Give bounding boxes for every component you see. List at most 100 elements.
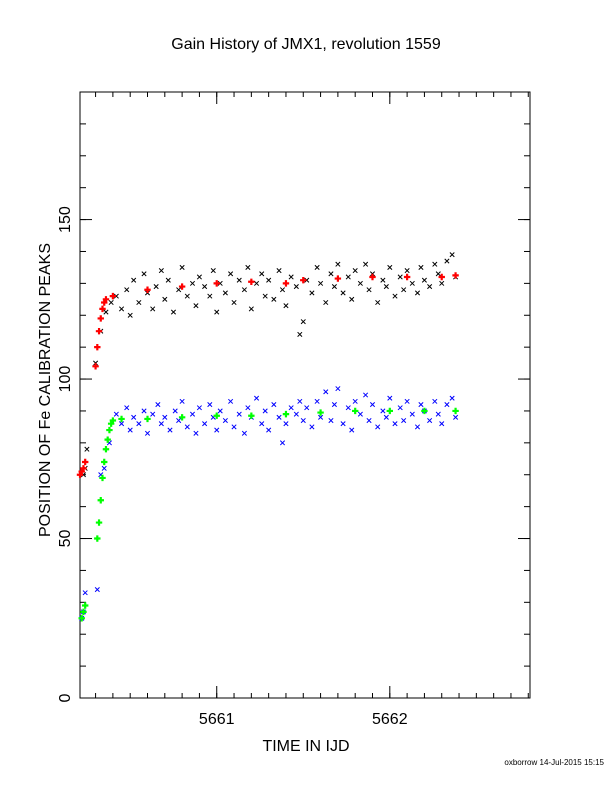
data-point-upper-raw xyxy=(153,284,159,290)
data-point-upper-raw xyxy=(276,268,282,274)
data-point-upper-raw xyxy=(241,287,247,293)
data-point-lower-raw xyxy=(228,398,234,404)
data-point-lower-raw xyxy=(439,421,445,427)
x-tick-label: 5661 xyxy=(199,711,235,728)
data-point-upper-fit xyxy=(97,315,104,322)
data-point-upper-raw xyxy=(228,271,234,277)
data-point-upper-raw xyxy=(366,287,372,293)
data-point-lower-raw xyxy=(444,402,450,408)
data-point-upper-raw xyxy=(444,258,450,264)
data-point-upper-raw xyxy=(124,287,130,293)
data-point-lower-fit xyxy=(97,497,104,504)
data-point-upper-raw xyxy=(414,290,421,296)
data-point-lower-raw xyxy=(300,417,306,424)
data-point-upper-raw xyxy=(288,274,294,280)
data-point-upper-raw xyxy=(380,277,386,283)
data-point-lower-raw xyxy=(383,414,389,420)
data-point-upper-raw xyxy=(141,271,147,277)
data-point-upper-raw xyxy=(392,293,398,299)
data-point-upper-raw xyxy=(357,280,363,286)
data-point-upper-fit xyxy=(248,278,255,285)
data-point-lower-raw xyxy=(345,405,351,411)
data-point-upper-raw xyxy=(176,287,182,293)
data-point-lower-raw xyxy=(253,395,260,401)
data-point-upper-fit xyxy=(300,276,307,284)
data-point-lower-fit xyxy=(102,446,110,453)
data-point-upper-raw xyxy=(165,277,171,283)
data-point-lower-raw xyxy=(262,408,268,414)
data-point-lower-fit xyxy=(248,412,255,419)
data-point-lower-fit xyxy=(104,436,111,443)
data-point-lower-raw xyxy=(141,408,147,414)
data-point-lower-raw xyxy=(94,587,100,593)
plot-frame xyxy=(79,91,531,699)
data-point-lower-raw xyxy=(340,421,346,427)
data-point-lower-raw xyxy=(222,417,228,424)
data-point-lower-raw xyxy=(179,398,185,404)
data-point-lower-raw xyxy=(331,402,337,408)
data-point-lower-fit xyxy=(452,407,459,415)
data-point-upper-raw xyxy=(170,309,177,315)
data-point-lower-fit xyxy=(81,602,89,609)
data-point-upper-raw xyxy=(150,306,156,312)
data-point-upper-raw xyxy=(84,446,90,452)
data-point-lower-raw xyxy=(276,414,282,420)
x-axis-label: TIME IN IJD xyxy=(262,738,350,755)
data-point-upper-raw xyxy=(345,274,351,280)
data-point-upper-fit xyxy=(282,280,290,287)
data-point-lower-fit xyxy=(101,458,108,466)
data-point-upper-fit xyxy=(438,273,445,281)
data-point-upper-raw xyxy=(279,287,286,293)
data-point-upper-fit xyxy=(81,458,89,466)
data-point-lower-raw xyxy=(127,427,133,433)
data-point-lower-raw xyxy=(432,398,438,404)
data-point-lower-fit xyxy=(94,535,101,542)
data-point-upper-raw xyxy=(314,264,320,270)
data-point-lower-raw xyxy=(236,411,242,417)
data-point-lower-raw xyxy=(131,414,137,420)
data-point-lower-raw xyxy=(414,424,421,430)
data-point-upper-fit xyxy=(452,272,459,279)
data-point-lower-fit xyxy=(421,407,428,415)
data-point-lower-raw xyxy=(435,411,441,417)
data-point-upper-raw xyxy=(259,271,265,277)
data-point-lower-raw xyxy=(427,417,433,424)
data-point-upper-fit xyxy=(178,283,186,290)
data-point-lower-raw xyxy=(189,411,196,417)
data-point-lower-raw xyxy=(184,424,190,430)
data-point-lower-raw xyxy=(162,414,168,420)
data-point-lower-raw xyxy=(167,427,173,433)
data-point-upper-raw xyxy=(439,280,445,286)
data-point-lower-raw xyxy=(297,398,303,404)
data-point-upper-raw xyxy=(397,274,403,280)
data-point-upper-raw xyxy=(283,303,289,309)
data-point-lower-raw xyxy=(82,590,88,596)
data-point-lower-raw xyxy=(217,408,223,414)
data-point-upper-raw xyxy=(375,299,381,306)
y-tick-label: 100 xyxy=(57,366,74,393)
data-point-lower-fit xyxy=(386,407,394,415)
data-point-lower-raw xyxy=(318,414,324,420)
data-point-upper-raw xyxy=(432,261,438,267)
data-point-upper-raw xyxy=(266,277,272,283)
data-point-lower-raw xyxy=(172,408,178,414)
data-point-upper-fit xyxy=(99,305,106,313)
data-point-lower-fit xyxy=(317,409,324,416)
data-point-lower-raw xyxy=(150,411,156,417)
data-point-lower-fit xyxy=(109,417,117,424)
data-point-lower-raw xyxy=(241,430,247,436)
data-point-lower-raw xyxy=(231,424,237,430)
data-point-upper-raw xyxy=(103,309,109,315)
data-point-upper-raw xyxy=(304,277,310,283)
data-point-upper-raw xyxy=(323,299,329,306)
data-point-upper-raw xyxy=(427,284,433,290)
data-point-lower-raw xyxy=(397,405,403,411)
y-axis-label: POSITION OF Fe CALIBRATION PEAKS xyxy=(37,243,54,537)
data-point-lower-fit xyxy=(80,608,87,616)
data-point-upper-raw xyxy=(113,293,119,299)
data-point-lower-raw xyxy=(176,417,182,424)
data-point-lower-raw xyxy=(449,395,455,401)
data-point-lower-raw xyxy=(349,427,355,433)
data-point-lower-raw xyxy=(158,421,164,427)
